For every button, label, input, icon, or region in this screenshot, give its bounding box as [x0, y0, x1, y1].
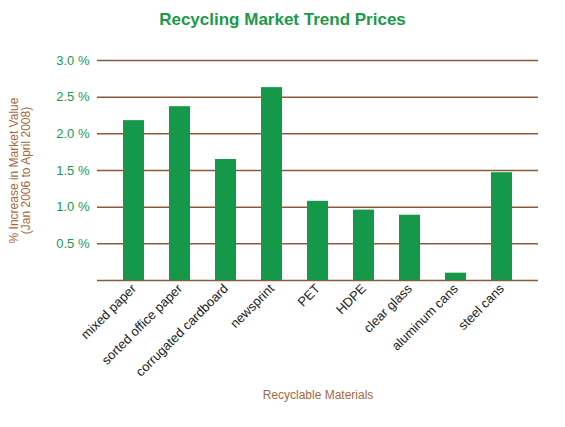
svg-text:3.0 %: 3.0 % — [56, 53, 90, 68]
svg-text:1.0 %: 1.0 % — [56, 199, 90, 214]
svg-text:PET: PET — [295, 281, 324, 310]
svg-text:sorted office paper: sorted office paper — [98, 280, 185, 367]
svg-text:1.5 %: 1.5 % — [56, 163, 90, 178]
svg-text:steel cans: steel cans — [455, 281, 507, 333]
svg-text:Recyclable Materials: Recyclable Materials — [263, 388, 374, 402]
svg-text:0.5 %: 0.5 % — [56, 236, 90, 251]
svg-text:% Increase in Market Value(Jan: % Increase in Market Value(Jan 2006 to A… — [7, 97, 33, 243]
svg-text:newsprint: newsprint — [227, 281, 277, 331]
svg-text:corrugated cardboard: corrugated cardboard — [133, 281, 232, 380]
html-text:Recycling Market Trend Prices: Recycling Market Trend Prices — [159, 10, 406, 29]
svg-text:aluminum cans: aluminum cans — [389, 281, 462, 354]
svg-text:HDPE: HDPE — [333, 281, 369, 317]
svg-text:mixed paper: mixed paper — [77, 281, 140, 343]
svg-text:clear glass: clear glass — [360, 281, 416, 336]
svg-text:2.5 %: 2.5 % — [56, 89, 90, 104]
svg-text:2.0 %: 2.0 % — [56, 126, 90, 141]
